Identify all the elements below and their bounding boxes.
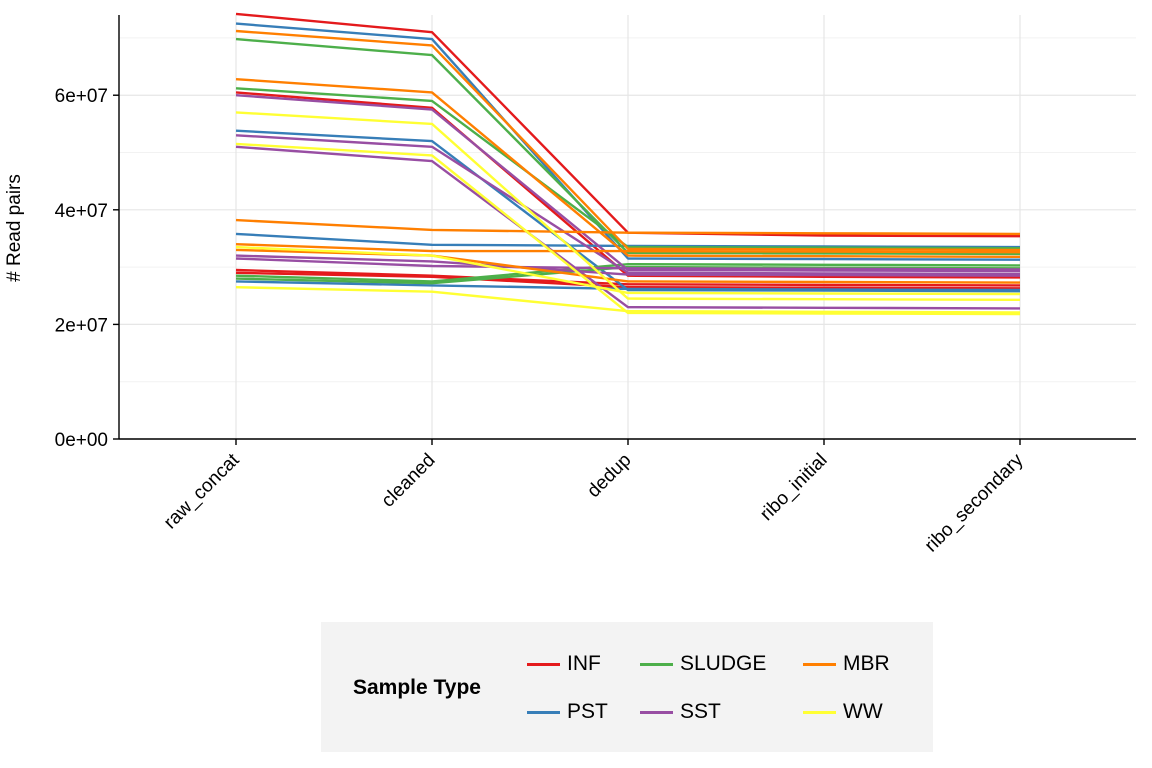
series-lines (235, 12, 1021, 316)
x-tick-label: ribo_secondary (921, 449, 1028, 556)
legend-label-pst: PST (567, 700, 608, 723)
series-line-mbr (235, 243, 1021, 254)
x-tick-label: cleaned (378, 450, 440, 512)
series-line-sst (235, 145, 1021, 310)
legend-title: Sample Type (353, 676, 481, 699)
series-line-pst (235, 280, 1021, 292)
y-tick-label: 4e+07 (55, 201, 108, 222)
y-tick-label: 0e+00 (55, 430, 108, 451)
series-line-sst (235, 134, 1021, 276)
series-line-pst (235, 22, 1021, 261)
legend-label-inf: INF (567, 652, 601, 675)
y-axis-title: # Read pairs (4, 174, 25, 282)
legend-item-ww: WW (803, 700, 883, 724)
series-line-ww (235, 286, 1021, 314)
grid (119, 15, 1136, 440)
series-line-sst (235, 254, 1021, 277)
legend-item-sludge: SLUDGE (640, 652, 766, 676)
series-line-mbr (235, 78, 1021, 258)
x-tick-label: raw_concat (160, 449, 244, 533)
x-tick-label: ribo_initial (756, 450, 831, 525)
series-line-sludge (235, 37, 1021, 256)
legend-label-mbr: MBR (843, 652, 890, 675)
legend: Sample Type INF PST SLUDGE SST MBR WW (321, 622, 933, 752)
series-line-mbr (235, 29, 1021, 252)
series-line-ww (235, 142, 1021, 316)
legend-item-mbr: MBR (803, 652, 890, 676)
legend-key-sst (640, 710, 673, 714)
x-tick-label: dedup (583, 450, 635, 502)
y-tick-label: 6e+07 (55, 86, 108, 107)
series-line-inf (235, 271, 1021, 290)
legend-label-sludge: SLUDGE (680, 652, 767, 675)
legend-item-pst: PST (527, 700, 608, 724)
legend-item-sst: SST (640, 700, 721, 724)
legend-key-pst (527, 710, 560, 714)
series-line-sst (235, 94, 1021, 273)
series-line-ww (235, 245, 1021, 296)
legend-key-sludge (640, 662, 673, 666)
legend-key-ww (803, 710, 836, 714)
series-line-ww (235, 111, 1021, 301)
line-chart: 0e+00 2e+07 4e+07 6e+07 raw_concat cleaned ded… (4, 12, 1136, 556)
series-line-sludge (235, 263, 1021, 283)
legend-label-ww: WW (843, 700, 883, 723)
y-tick-label: 2e+07 (55, 315, 108, 336)
legend-key-inf (527, 662, 560, 666)
series-line-mbr (235, 218, 1021, 236)
series-line-sst (235, 257, 1021, 271)
series-line-inf (235, 268, 1021, 287)
legend-label-sst: SST (680, 700, 721, 723)
legend-key-mbr (803, 662, 836, 666)
legend-item-inf: INF (527, 652, 601, 676)
